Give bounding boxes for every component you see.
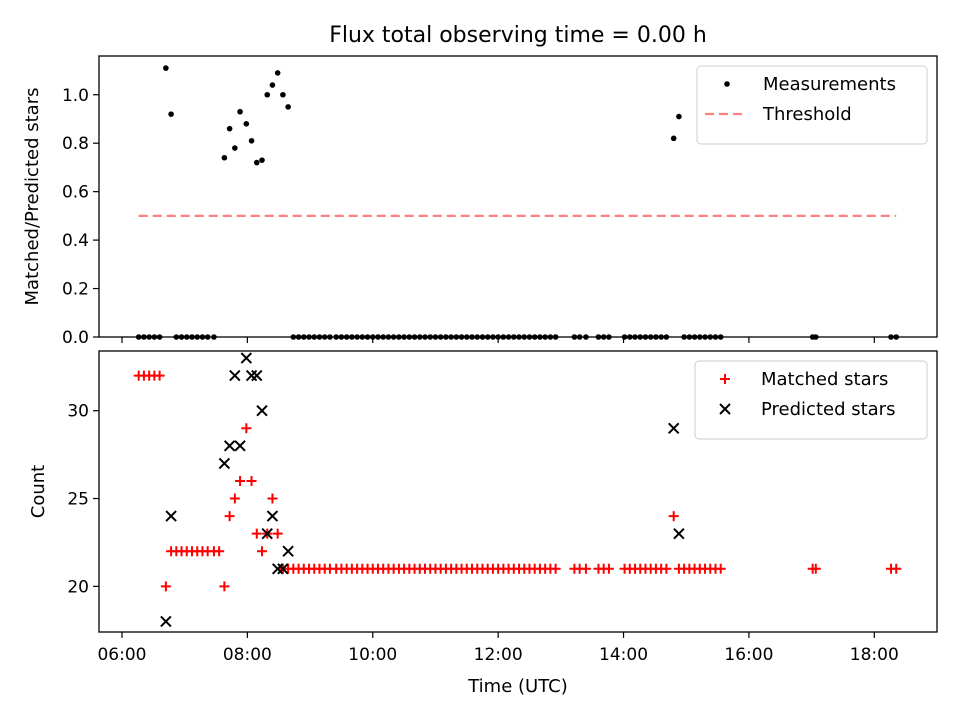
matched-stars-point xyxy=(550,563,561,574)
matched-stars-point xyxy=(154,370,165,381)
matched-stars-point xyxy=(235,475,246,486)
measurements-point xyxy=(285,104,291,110)
count-axes: 20 25 30 06:00 08:00 10:00 12:00 14:00 16:00 18:0… xyxy=(67,350,938,665)
axes-frame xyxy=(98,55,938,338)
predicted-stars-point xyxy=(667,422,680,434)
legend-marker-matched-stars xyxy=(720,374,730,384)
x-tick-label: 16:00 xyxy=(724,645,773,665)
y-tick-label: 0.4 xyxy=(62,231,89,251)
x-axis-label: Time (UTC) xyxy=(467,676,568,697)
measurements-point xyxy=(232,145,238,151)
ratio-legend: Measurements Threshold xyxy=(696,65,928,145)
measurements-point xyxy=(226,125,233,132)
matched-stars-point xyxy=(810,563,821,574)
measurements-point xyxy=(243,121,250,127)
measurements-point xyxy=(163,65,169,71)
matched-stars-point xyxy=(891,563,902,574)
predicted-stars-point xyxy=(165,510,177,522)
y-tick-label: 0.2 xyxy=(62,280,89,300)
predicted-stars-point xyxy=(266,510,279,522)
predicted-stars-point xyxy=(251,369,263,382)
legend-box xyxy=(694,360,928,440)
y-tick-label: 20 xyxy=(67,577,89,597)
matched-stars-point xyxy=(224,511,235,522)
axes-frame xyxy=(98,350,938,633)
predicted-stars-point xyxy=(234,440,246,452)
matched-stars-point xyxy=(668,511,679,522)
predicted-stars-point xyxy=(261,527,273,540)
matched-stars-point xyxy=(241,423,252,434)
x-tick-label: 12:00 xyxy=(474,645,523,665)
y-tick-label: 30 xyxy=(67,402,89,422)
measurements-point xyxy=(237,108,243,115)
x-tick-label: 14:00 xyxy=(599,645,648,665)
predicted-stars-point xyxy=(256,405,268,417)
predicted-stars-point xyxy=(271,563,284,575)
ratio-panel: 0.0 0.2 0.4 0.6 0.8 1.0 Matched/Predicted sta… xyxy=(22,55,938,348)
matched-stars-point xyxy=(267,493,278,504)
measurements-point xyxy=(670,135,677,142)
ratio-y-axis-label: Matched/Predicted stars xyxy=(22,88,43,306)
y-tick-label: 25 xyxy=(67,490,89,510)
matched-stars-point xyxy=(229,493,240,504)
measurements-point xyxy=(676,113,682,120)
predicted-stars-point xyxy=(282,545,294,557)
matched-stars-point xyxy=(246,475,257,486)
y-tick-label: 0.8 xyxy=(62,134,89,154)
legend-label-predicted-stars: Predicted stars xyxy=(761,399,895,420)
count-y-axis-label: Count xyxy=(28,465,49,518)
predicted-stars-point xyxy=(218,457,231,470)
legend-marker-predicted-stars xyxy=(719,403,731,415)
matched-stars-point xyxy=(580,563,591,574)
matched-stars-point xyxy=(219,581,230,592)
predicted-stars-point xyxy=(277,563,289,575)
legend-box xyxy=(696,65,928,145)
predicted-stars-point xyxy=(223,440,236,452)
x-tick-label: 06:00 xyxy=(97,645,146,665)
x-tick-label: 08:00 xyxy=(223,645,272,665)
matched-stars-point xyxy=(603,563,614,574)
legend-label-measurements: Measurements xyxy=(763,74,896,95)
predicted-stars-point xyxy=(160,615,172,628)
legend-label-threshold: Threshold xyxy=(762,104,852,125)
predicted-stars-point xyxy=(245,369,258,382)
chart-title: Flux total observing time = 0.00 h xyxy=(329,23,707,48)
count-panel: 20 25 30 06:00 08:00 10:00 12:00 14:00 16:00 18:0… xyxy=(28,350,938,665)
matched-stars-point xyxy=(251,528,262,539)
measurements-point xyxy=(269,82,276,88)
matched-stars-point xyxy=(257,546,268,557)
measurements-point xyxy=(253,159,260,166)
predicted-stars-point xyxy=(673,527,685,540)
measurements-point xyxy=(168,111,174,117)
count-legend: Matched stars Predicted stars xyxy=(694,360,928,440)
y-tick-label: 0.0 xyxy=(62,328,89,348)
measurements-point xyxy=(259,157,265,163)
matched-stars-point xyxy=(661,563,672,574)
predicted-stars-point xyxy=(229,369,241,382)
x-tick-label: 10:00 xyxy=(348,645,397,665)
matched-stars-point xyxy=(715,563,726,574)
matched-stars-point xyxy=(214,546,225,557)
predicted-stars-point xyxy=(240,352,253,364)
measurements-point xyxy=(274,70,281,76)
matched-stars-point xyxy=(272,528,283,539)
measurements-point xyxy=(280,91,286,98)
count-plot-area xyxy=(133,352,902,628)
legend-label-matched-stars: Matched stars xyxy=(761,369,888,390)
y-tick-label: 1.0 xyxy=(62,86,89,106)
legend-marker-measurements xyxy=(724,81,730,87)
measurements-point xyxy=(248,137,255,144)
ratio-axes: 0.0 0.2 0.4 0.6 0.8 1.0 xyxy=(62,55,938,348)
x-tick-label: 18:00 xyxy=(850,645,899,665)
measurements-point xyxy=(221,154,228,161)
matched-stars-point xyxy=(160,581,171,592)
y-tick-label: 0.6 xyxy=(62,183,89,203)
measurements-point xyxy=(264,91,271,98)
